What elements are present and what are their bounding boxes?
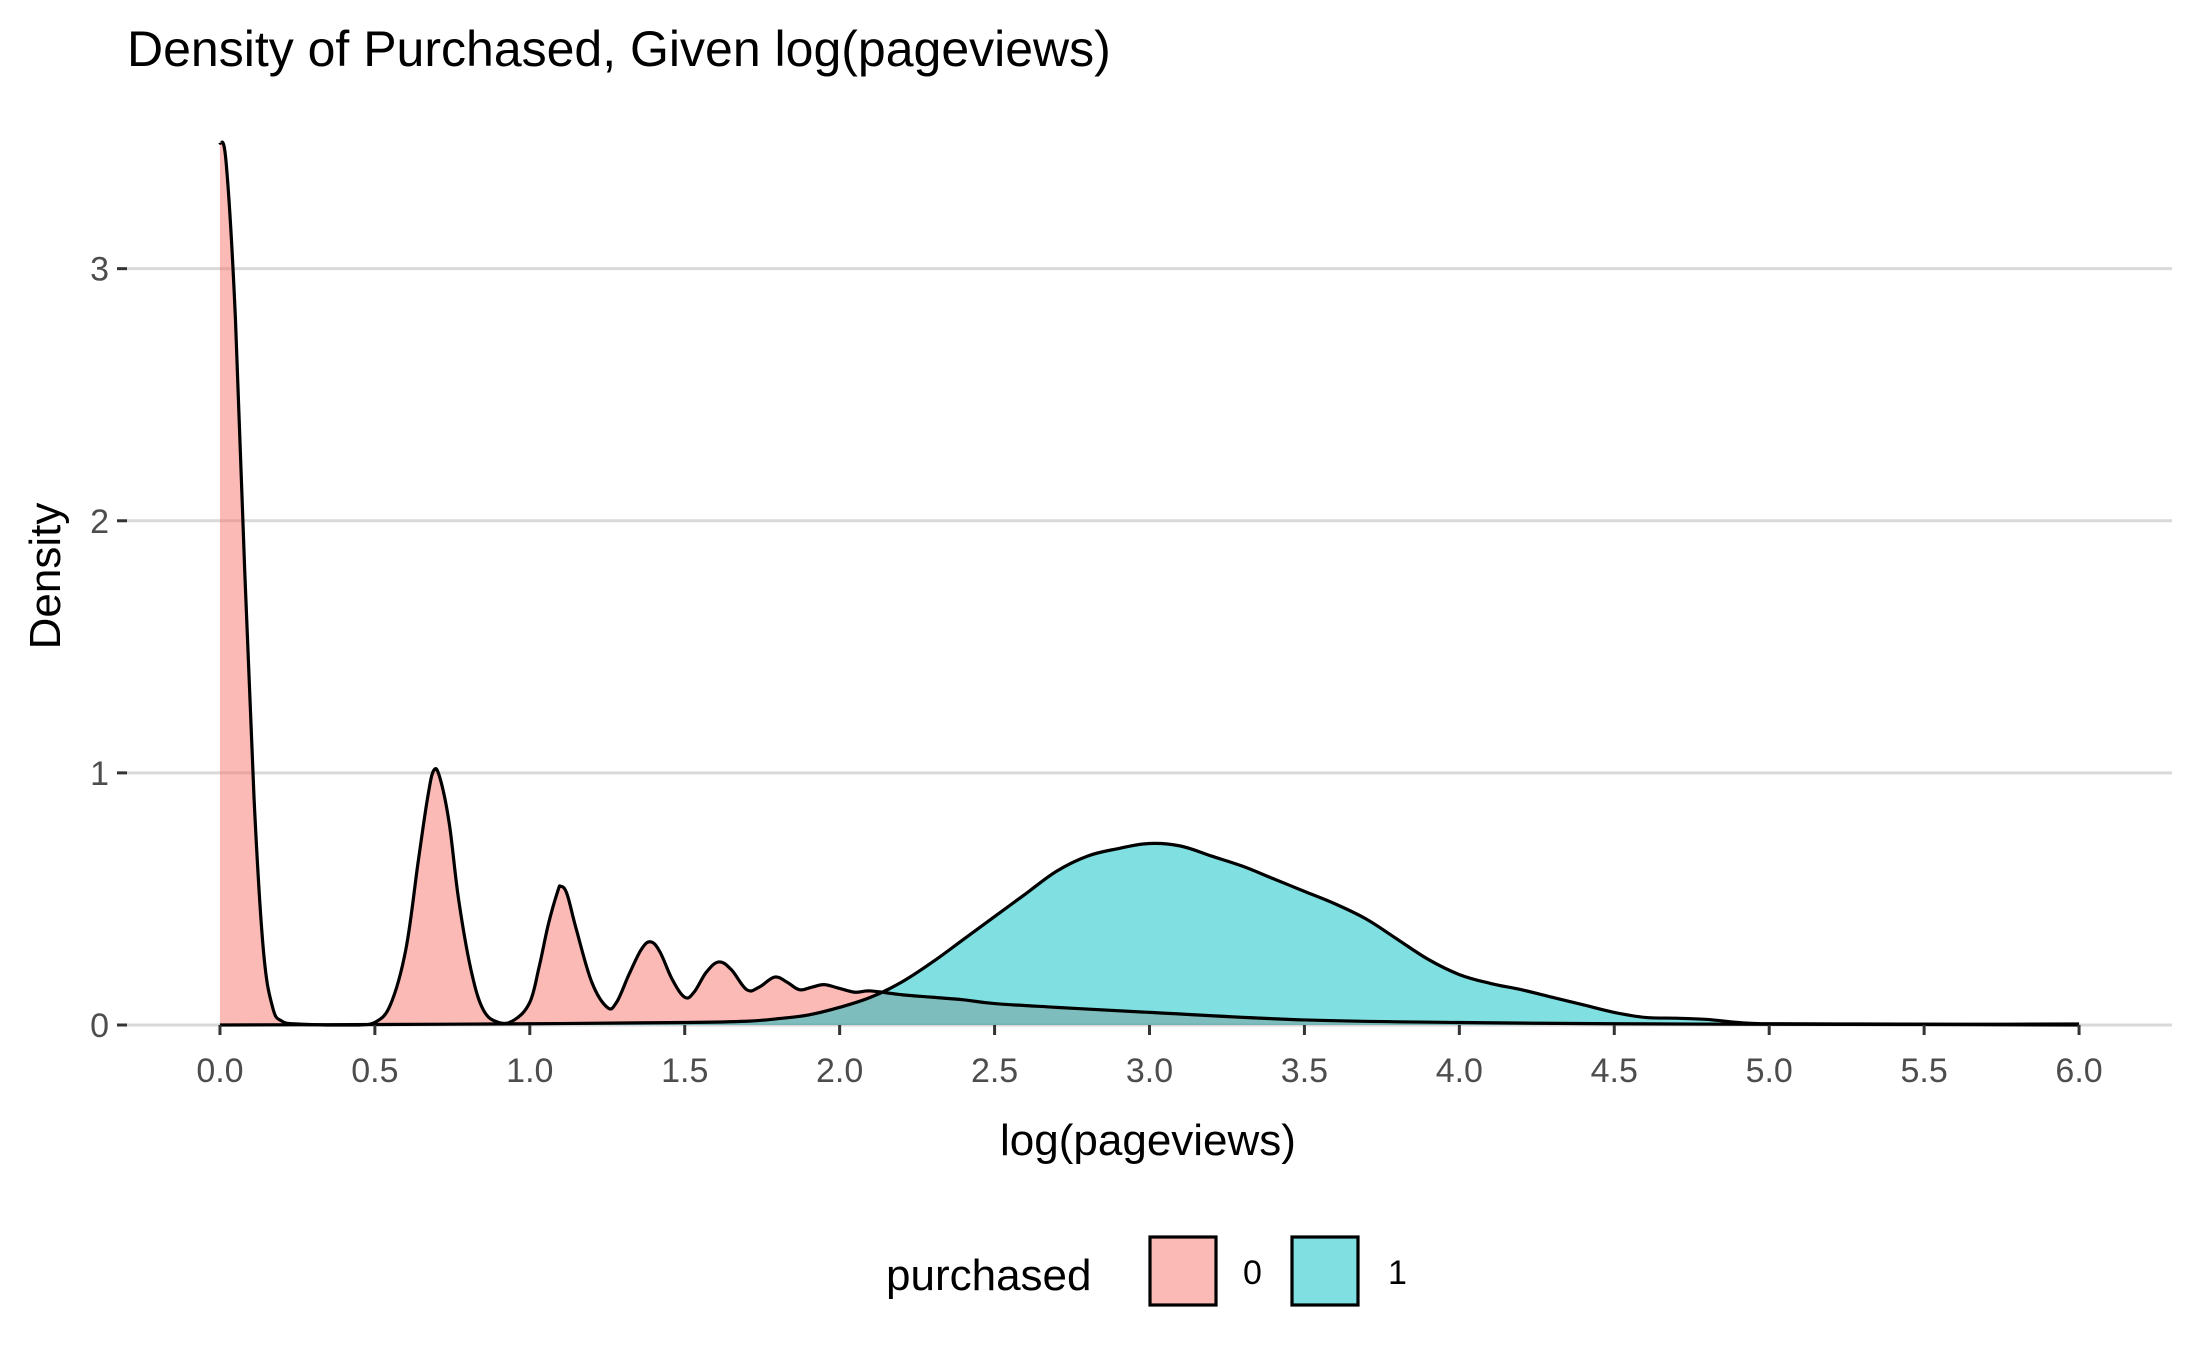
legend-swatch-0 xyxy=(1148,1235,1218,1307)
x-tick-label: 2.0 xyxy=(816,1052,863,1090)
legend-swatch-1 xyxy=(1290,1235,1360,1307)
legend: purchased 0 1 xyxy=(886,1235,1407,1307)
x-tick-label: 5.5 xyxy=(1900,1052,1947,1090)
y-axis-title: Density xyxy=(21,503,70,650)
x-tick-label: 1.0 xyxy=(506,1052,553,1090)
x-tick-label: 6.0 xyxy=(2055,1052,2102,1090)
y-tick-label: 2 xyxy=(90,503,109,541)
density-outlines xyxy=(218,140,2080,1027)
legend-label-0: 0 xyxy=(1243,1254,1262,1292)
legend-title: purchased xyxy=(886,1251,1091,1300)
x-tick-label: 3.5 xyxy=(1281,1052,1328,1090)
x-tick-label: 1.5 xyxy=(661,1052,708,1090)
y-tick-label: 1 xyxy=(90,755,109,793)
x-tick-label: 2.5 xyxy=(971,1052,1018,1090)
legend-label-1: 1 xyxy=(1388,1254,1407,1292)
x-axis-title: log(pageviews) xyxy=(1000,1116,1296,1165)
x-tick-label: 4.0 xyxy=(1436,1052,1483,1090)
x-tick-label: 4.5 xyxy=(1591,1052,1638,1090)
y-axis: 0 1 2 3 xyxy=(90,251,127,1045)
y-tick-label: 3 xyxy=(90,251,109,289)
x-tick-label: 3.0 xyxy=(1126,1052,1173,1090)
chart-title: Density of Purchased, Given log(pageview… xyxy=(127,21,1111,77)
y-tick-label: 0 xyxy=(90,1007,109,1045)
density-outline-1 xyxy=(219,841,2080,1027)
x-tick-label: 0.0 xyxy=(196,1052,243,1090)
density-area-1 xyxy=(219,843,2080,1025)
density-areas xyxy=(219,142,2080,1026)
x-axis: 0.0 0.5 1.0 1.5 2.0 2.5 3.0 3.5 4.0 4.5 5.0 5.5 6.0 xyxy=(196,1025,2103,1090)
x-tick-label: 0.5 xyxy=(351,1052,398,1090)
x-tick-label: 5.0 xyxy=(1746,1052,1793,1090)
